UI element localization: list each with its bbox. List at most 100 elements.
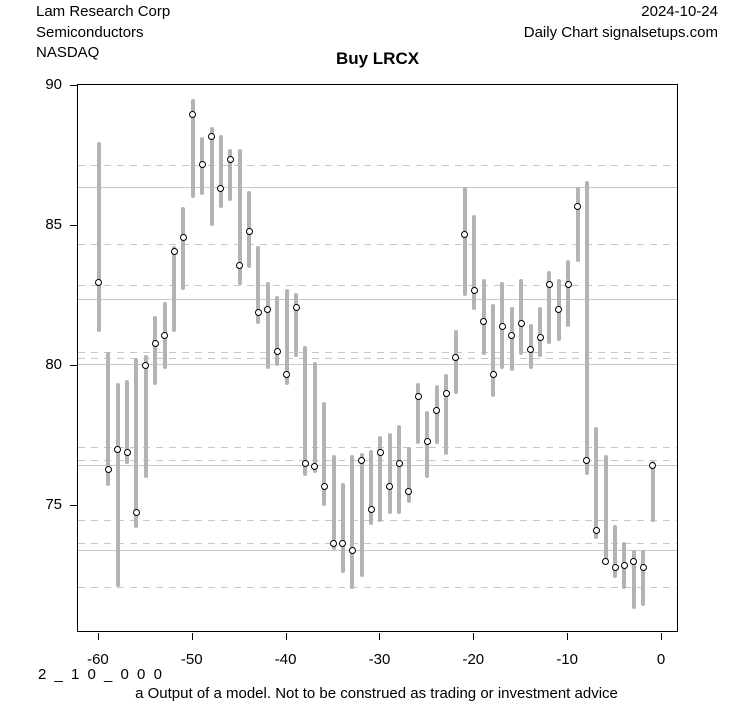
hlc-bar [190,98,195,199]
close-marker [301,460,309,468]
close-marker [395,460,403,468]
grid-line-solid [78,187,677,188]
close-marker [208,133,216,141]
close-marker [639,563,647,571]
grid-line-solid [78,364,677,366]
x-tick-label: -40 [274,651,297,668]
grid-line-dashed [78,519,677,521]
grid-line-dashed [78,351,677,353]
hlc-bar [303,346,308,477]
hlc-bar [575,187,580,263]
x-axis-tick [661,633,663,640]
hlc-bar [594,427,599,540]
close-marker [142,362,150,370]
hlc-bar [378,435,383,523]
close-marker [592,527,600,535]
close-marker [423,437,431,445]
hlc-bar [284,289,289,386]
close-marker [264,306,272,314]
close-marker [217,184,225,192]
hlc-bar [481,279,486,355]
hlc-bar [519,279,524,355]
chart-title: Buy LRCX [335,49,420,68]
hlc-bar [125,379,130,464]
hlc-bar [265,282,270,369]
hlc-bar [509,307,514,372]
disclaimer: a Output of a model. Not to be construed… [135,685,618,702]
hlc-bar [275,296,280,366]
hlc-bar [237,149,242,285]
hlc-bar [322,402,327,506]
x-tick-label: 0 [656,651,666,668]
close-marker [376,449,384,457]
hlc-bar [312,361,317,474]
grid-line-solid [78,550,677,552]
hlc-bar [631,550,636,610]
model-code: 2 _ 1 0 _ 0 0 0 [38,666,164,683]
hlc-bar [387,432,392,514]
x-axis-tick [191,633,193,640]
close-marker [273,348,281,356]
y-axis-tick [70,85,77,87]
hlc-bar [444,374,449,456]
x-axis-tick [379,633,381,640]
hlc-bar [115,382,120,587]
grid-line-dashed [78,244,677,246]
y-tick-label: 75 [45,495,62,513]
x-tick-label: -60 [87,651,109,668]
hlc-bar [209,126,214,227]
close-marker [132,509,140,517]
grid-line-dashed [78,586,677,588]
hlc-bar [153,315,158,386]
close-marker [179,233,187,241]
header-left: Lam Research Corp Semiconductors NASDAQ [36,2,170,64]
hlc-bar [331,455,336,551]
y-tick-label: 90 [45,76,62,94]
close-marker [198,161,206,169]
hlc-bar [218,135,223,208]
close-marker [452,354,460,361]
grid-line-dashed [78,284,677,286]
close-marker [480,317,488,325]
close-marker [161,331,169,339]
grid-line-dashed [78,446,677,448]
x-tick-label: -10 [556,651,578,668]
hlc-bar [256,245,261,324]
hlc-bar [294,293,298,358]
hlc-bar [172,245,176,333]
hlc-bar [134,357,139,528]
y-axis-tick [70,504,77,506]
y-tick-label: 85 [45,216,62,234]
close-marker [283,370,291,378]
chart-source: Daily Chart signalsetups.com [523,23,718,41]
close-marker [489,370,497,378]
close-marker [386,482,394,490]
close-marker [189,110,197,118]
close-marker [292,303,300,311]
y-tick-label: 80 [45,355,62,373]
hlc-bar [491,304,496,397]
close-marker [470,286,478,294]
close-marker [254,309,262,317]
hlc-bar [143,354,148,478]
hlc-bar [96,142,101,333]
grid-line-solid [78,298,677,300]
y-axis-tick [70,225,77,227]
close-marker [358,457,366,465]
close-marker [330,539,338,547]
close-marker [405,488,413,496]
close-marker [527,345,535,353]
y-axis-tick [70,364,77,366]
hlc-bar [416,382,420,445]
grid-line-dashed [78,543,677,545]
hlc-bar [603,455,608,565]
hlc-bar [359,452,364,577]
company-name: Lam Research Corp [36,3,171,20]
close-marker [461,231,469,239]
close-marker [414,393,422,401]
plot-area [77,84,678,632]
grid-line-dashed [78,164,677,166]
close-marker [442,390,450,398]
close-marker [245,228,253,236]
hlc-bar [397,424,402,514]
